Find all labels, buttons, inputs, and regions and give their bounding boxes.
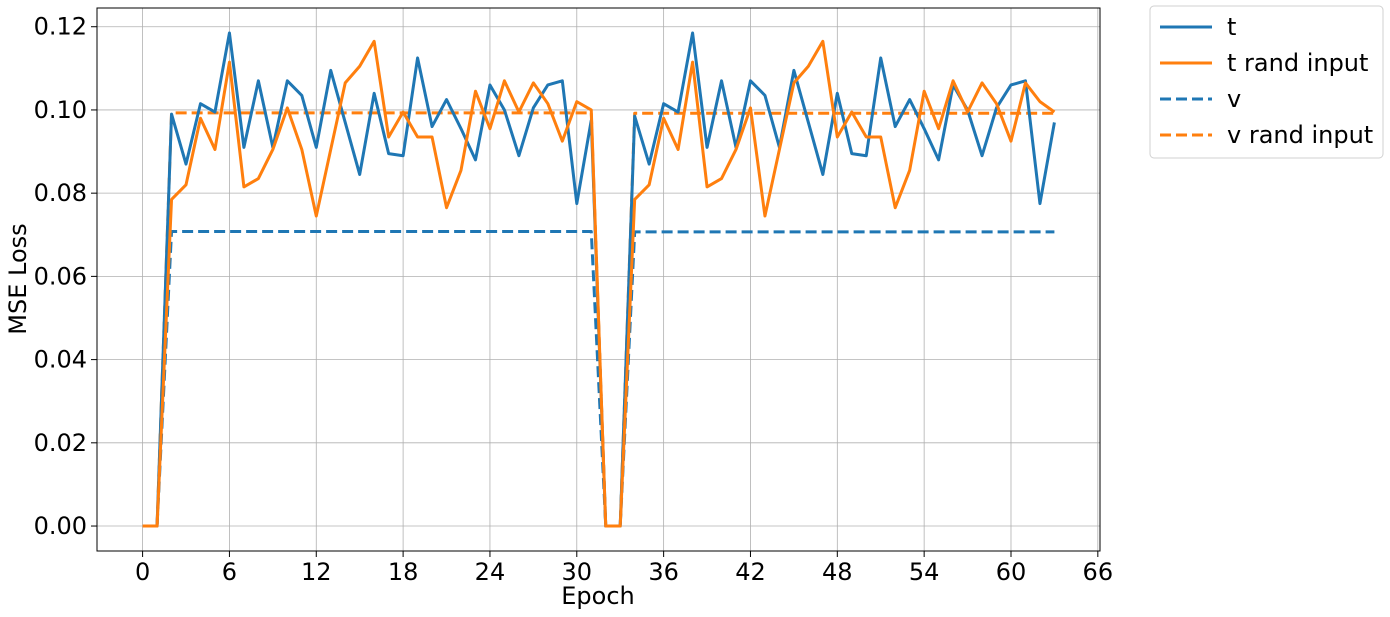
- y-tick-label: 0.10: [34, 96, 87, 124]
- y-tick-label: 0.02: [34, 429, 87, 457]
- y-axis-ticks: 0.00 0.02 0.04 0.06 0.08 0.10 0.12: [34, 13, 97, 540]
- x-tick-label: 0: [135, 558, 150, 586]
- legend-label-t-rand-input: t rand input: [1227, 49, 1368, 77]
- x-tick-label: 60: [996, 558, 1027, 586]
- legend-box: [1149, 5, 1384, 159]
- x-tick-label: 54: [909, 558, 940, 586]
- x-tick-label: 30: [562, 558, 593, 586]
- series-line-v: [142, 229, 1055, 528]
- series-line-t-rand-input: [142, 39, 1056, 528]
- series-lines: [142, 31, 1056, 528]
- legend-label-t: t: [1227, 13, 1236, 41]
- x-tick-label: 18: [388, 558, 419, 586]
- legend-label-v-rand-input: v rand input: [1227, 121, 1373, 149]
- x-tick-label: 66: [1083, 558, 1114, 586]
- y-axis-label: MSE Loss: [4, 223, 32, 334]
- y-tick-label: 0.06: [34, 262, 87, 290]
- plot-frame: [96, 7, 1101, 552]
- x-tick-label: 36: [648, 558, 679, 586]
- y-tick-label: 0.00: [34, 512, 87, 540]
- y-tick-label: 0.08: [34, 179, 87, 207]
- x-axis-label: Epoch: [561, 582, 635, 610]
- legend: t t rand input v v rand input: [1149, 5, 1384, 159]
- y-tick-label: 0.04: [34, 346, 87, 374]
- x-tick-label: 12: [301, 558, 332, 586]
- x-tick-label: 24: [475, 558, 506, 586]
- x-tick-label: 6: [222, 558, 237, 586]
- x-tick-label: 48: [822, 558, 853, 586]
- y-tick-label: 0.12: [34, 13, 87, 41]
- x-axis-ticks: 0 6 12 18 24 30 36 42 48 54 60 66: [135, 551, 1113, 586]
- legend-label-v: v: [1227, 85, 1241, 113]
- x-tick-label: 42: [735, 558, 766, 586]
